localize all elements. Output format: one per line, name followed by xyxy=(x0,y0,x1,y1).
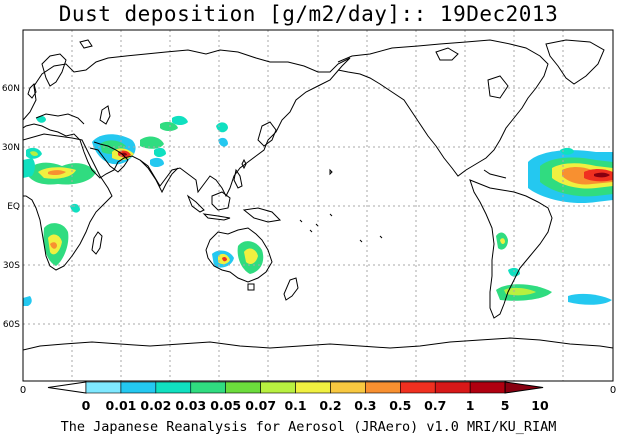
lat-label-30n: 30N xyxy=(2,143,20,153)
colorbar-tick-label: 0.01 xyxy=(106,398,137,413)
dust-patch-mediterranean xyxy=(36,115,46,123)
coast-hudson xyxy=(487,75,509,99)
map-frame xyxy=(22,29,614,382)
dust-patch-south-ocean xyxy=(23,296,32,306)
colorbar-tick-label: 0.1 xyxy=(284,398,306,413)
colorbar-lower-arrow xyxy=(47,381,87,394)
lat-label-30s: 30S xyxy=(3,261,20,271)
colorbar-tick-label: 0 xyxy=(82,398,91,413)
colorbar-segment xyxy=(434,381,471,394)
coast-caspian xyxy=(99,105,111,125)
coast-tasmania xyxy=(247,283,255,291)
lat-label-60s: 60S xyxy=(3,320,20,330)
grid-lines xyxy=(23,30,613,381)
dust-patch-atacama-core xyxy=(500,238,505,245)
coast-greenland xyxy=(545,39,605,85)
colorbar-segment xyxy=(190,381,226,394)
coast-madagascar xyxy=(91,231,103,255)
colorbar-tick-label: 0.5 xyxy=(389,398,411,413)
coast-taiwan xyxy=(241,158,247,170)
dust-patch-s-atlantic xyxy=(568,293,612,305)
colorbar-segment xyxy=(365,381,401,394)
dust-patch-iran xyxy=(140,136,164,149)
colorbar-segment xyxy=(295,381,331,394)
colorbar-tick-label: 0.03 xyxy=(175,398,206,413)
lat-label-eq: EQ xyxy=(7,202,20,212)
edge-label-left: 0 xyxy=(20,385,26,396)
coast-new-zealand xyxy=(283,277,299,301)
colorbar-tick-label: 0.2 xyxy=(319,398,341,413)
edge-label-right: 0 xyxy=(610,385,616,396)
dust-patch-gobi xyxy=(218,137,228,147)
colorbar-segment xyxy=(330,381,366,394)
colorbar-tick-label: 10 xyxy=(531,398,549,413)
dust-patch-central-asia xyxy=(160,121,178,131)
coast-north-america xyxy=(337,39,549,177)
colorbar-tick-label: 0.05 xyxy=(210,398,241,413)
coast-new-guinea xyxy=(242,207,282,223)
dust-patch-taklimakan xyxy=(172,115,188,125)
dust-patch-atlantic-left-edge xyxy=(23,158,35,178)
dust-patch-australia-core xyxy=(222,256,227,262)
dust-patch-australia-east-inner xyxy=(244,248,258,264)
dust-patch-thar xyxy=(150,157,164,167)
colorbar-segment xyxy=(155,381,192,394)
colorbar-tick-label: 0.07 xyxy=(245,398,276,413)
coast-hawaii xyxy=(329,168,333,176)
coast-borneo xyxy=(211,191,231,211)
coast-australia xyxy=(205,227,273,283)
coast-scandinavia xyxy=(41,53,67,87)
colorbar-tick-label: 1 xyxy=(466,398,475,413)
colorbar: 0 0.01 0.02 0.03 0.05 0.07 0.1 0.2 0.3 0.5 0.7 1 5 10 xyxy=(47,381,549,413)
colorbar-segment xyxy=(225,381,261,394)
colorbar-segment xyxy=(85,381,122,394)
coast-antarctica xyxy=(23,337,613,351)
lat-label-60n: 60N xyxy=(2,84,20,94)
coast-india xyxy=(139,159,179,194)
coast-arctic-islands xyxy=(435,47,459,61)
coast-south-america xyxy=(469,179,553,319)
map-title: Dust deposition [g/m2/day]:: 19Dec2013 xyxy=(58,2,559,26)
dust-patch-iran-2 xyxy=(154,147,166,157)
coast-arabia xyxy=(89,141,129,173)
colorbar-tick-label: 0.3 xyxy=(354,398,376,413)
coast-caribbean xyxy=(483,169,507,179)
colorbar-tick-label: 0.7 xyxy=(424,398,446,413)
coastlines xyxy=(23,39,613,351)
dust-patch-patagonia-inner xyxy=(504,287,536,296)
colorbar-segment xyxy=(400,381,436,394)
colorbar-segment xyxy=(260,381,296,394)
dust-patch-mauritania xyxy=(30,151,38,156)
dust-patch-namibia xyxy=(50,242,57,249)
colorbar-tick-label: 5 xyxy=(501,398,510,413)
coast-sumatra xyxy=(186,194,205,213)
latitude-labels: 60N 30N EQ 30S 60S xyxy=(2,84,20,330)
dust-patch-sahara-core xyxy=(48,170,66,176)
dust-patch-atlantic-north xyxy=(560,147,574,155)
coast-java xyxy=(202,213,231,221)
coast-pacific-dots xyxy=(299,213,383,243)
colorbar-segment xyxy=(469,381,506,394)
colorbar-upper-arrow xyxy=(504,381,544,394)
coast-japan xyxy=(257,121,277,147)
dust-patch-mongolia xyxy=(216,122,228,133)
credit-line: The Japanese Reanalysis for Aerosol (JRA… xyxy=(60,419,557,435)
dust-patch-atlantic-outflow-6 xyxy=(594,172,610,178)
colorbar-segment xyxy=(120,381,157,394)
coast-philippines xyxy=(233,168,243,189)
coast-svalbard xyxy=(79,39,93,49)
coast-mediterranean xyxy=(35,113,85,125)
coast-uk xyxy=(27,83,37,99)
colorbar-tick-label: 0.02 xyxy=(140,398,171,413)
coast-africa xyxy=(23,133,113,271)
